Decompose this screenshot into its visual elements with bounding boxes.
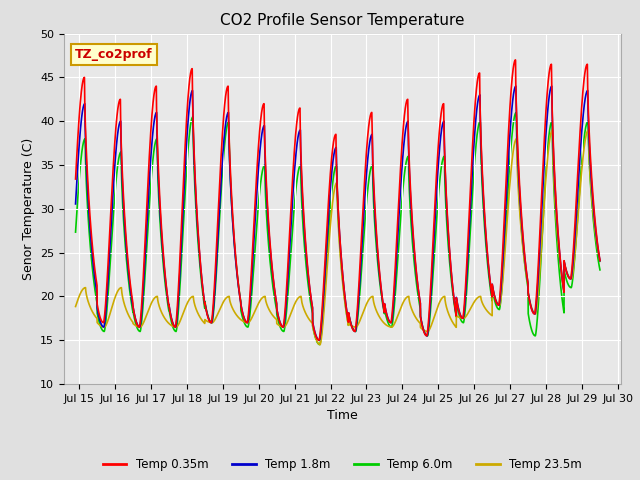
- Y-axis label: Senor Temperature (C): Senor Temperature (C): [22, 138, 35, 280]
- Text: TZ_co2prof: TZ_co2prof: [75, 48, 153, 61]
- Legend: Temp 0.35m, Temp 1.8m, Temp 6.0m, Temp 23.5m: Temp 0.35m, Temp 1.8m, Temp 6.0m, Temp 2…: [98, 454, 587, 476]
- Title: CO2 Profile Sensor Temperature: CO2 Profile Sensor Temperature: [220, 13, 465, 28]
- X-axis label: Time: Time: [327, 409, 358, 422]
